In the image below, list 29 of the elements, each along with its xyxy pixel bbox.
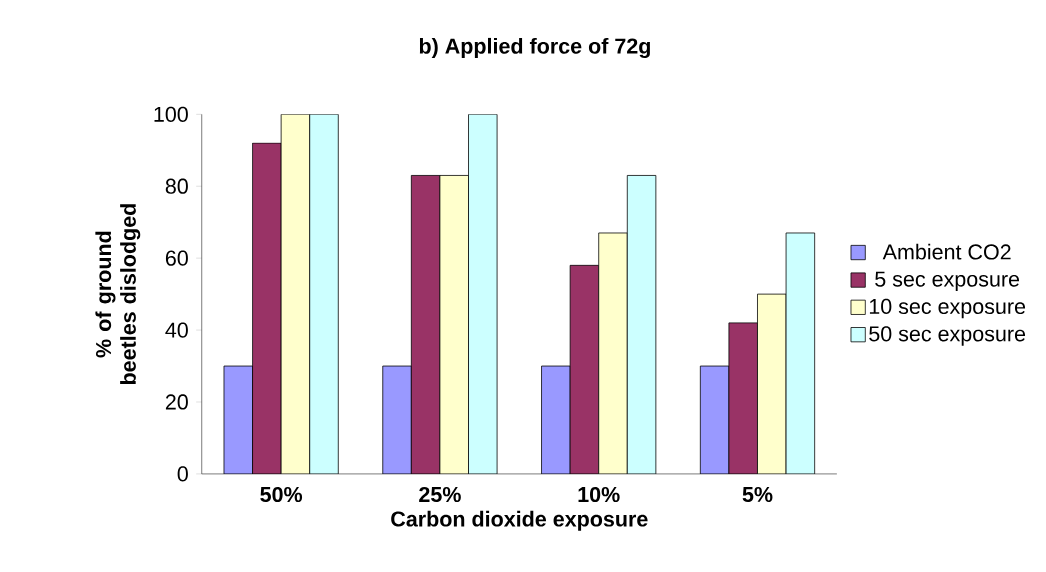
bar xyxy=(785,232,816,475)
bar xyxy=(309,114,339,475)
bar xyxy=(541,365,571,475)
legend-label: Ambient CO2 xyxy=(882,243,1011,260)
bar xyxy=(699,365,730,475)
y-tick-label: 20 xyxy=(165,394,188,410)
bar xyxy=(468,114,498,475)
y-tick-label: 80 xyxy=(165,178,188,195)
bar xyxy=(728,322,758,475)
y-axis-title: % of ground beetles dislodged xyxy=(95,204,141,385)
y-tick-label: 0 xyxy=(177,466,188,482)
legend-label: 10 sec exposure xyxy=(869,299,1026,319)
bar xyxy=(569,265,600,475)
y-tick-label: 40 xyxy=(165,322,188,338)
legend-label: 50 sec exposure xyxy=(869,326,1026,346)
x-tick-label: 50% xyxy=(260,487,303,503)
y-tick-label: 100 xyxy=(154,106,188,123)
bar xyxy=(252,142,282,475)
y-tick-label: 60 xyxy=(165,250,188,266)
bar xyxy=(382,365,412,475)
x-tick-label: 25% xyxy=(419,487,461,503)
bar xyxy=(410,175,441,475)
x-axis-title: Carbon dioxide exposure xyxy=(391,511,648,532)
x-tick-label: 5% xyxy=(742,487,773,503)
chart-title: b) Applied force of 72g xyxy=(419,38,650,59)
legend-label: 5 sec exposure xyxy=(875,271,1020,292)
x-tick-label: 10% xyxy=(578,487,620,503)
bar xyxy=(223,365,253,475)
bar xyxy=(626,175,657,475)
